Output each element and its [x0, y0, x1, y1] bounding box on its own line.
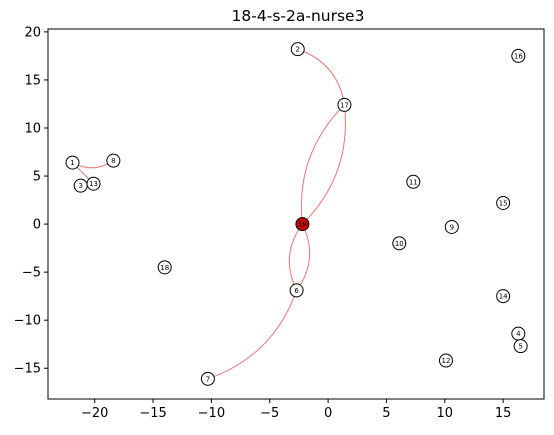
- x-tick-label: 10: [437, 406, 454, 421]
- edge-6-7: [207, 290, 298, 380]
- node-circle: [496, 289, 511, 304]
- node-2: 2: [290, 42, 305, 57]
- y-tick-label: 15: [24, 73, 41, 88]
- y-tick-label: 10: [24, 121, 41, 136]
- node-circle: [496, 195, 511, 210]
- plot-frame: [47, 28, 545, 400]
- node-label: 5: [518, 343, 522, 351]
- node-16: 16: [511, 48, 526, 63]
- node-1: 1: [65, 155, 80, 170]
- y-tick-label: −15: [14, 362, 41, 377]
- y-tick-label: 0: [33, 218, 41, 233]
- edge-layer: [72, 48, 346, 380]
- node-label: 8: [111, 157, 115, 165]
- node-label: 19: [298, 221, 307, 229]
- x-tick-label: 15: [495, 406, 512, 421]
- node-label: 17: [340, 101, 349, 109]
- edge-17-19: [302, 104, 346, 225]
- node-circle: [337, 97, 352, 112]
- node-11: 11: [406, 174, 421, 189]
- y-tick-label: 5: [33, 170, 41, 185]
- node-label: 16: [514, 52, 523, 60]
- edge-2-17: [297, 48, 345, 106]
- node-5: 5: [513, 339, 528, 354]
- node-4: 4: [511, 326, 526, 341]
- node-circle: [289, 283, 304, 298]
- node-circle: [86, 176, 101, 191]
- node-label: 4: [516, 330, 521, 338]
- node-label: 2: [296, 46, 300, 54]
- node-circle: [290, 42, 305, 57]
- x-tick-label: −15: [139, 406, 166, 421]
- node-13: 13: [86, 176, 101, 191]
- x-axis: −20 −15 −10 −5 0 5 10 15: [81, 399, 511, 421]
- node-circle: [438, 353, 453, 368]
- node-label: 3: [78, 182, 82, 190]
- node-label: 9: [450, 223, 454, 231]
- node-circle: [406, 174, 421, 189]
- node-circle: [392, 236, 407, 251]
- x-tick-label: −5: [260, 406, 279, 421]
- node-label: 13: [89, 180, 98, 188]
- node-6: 6: [289, 283, 304, 298]
- node-circle: [444, 219, 459, 234]
- x-tick-label: 5: [382, 406, 390, 421]
- node-label: 12: [442, 357, 451, 365]
- y-axis: −15 −10 −5 0 5 10 15 20: [14, 25, 48, 377]
- node-label: 10: [395, 240, 404, 248]
- node-label: 15: [499, 199, 508, 207]
- node-label: 14: [499, 293, 508, 301]
- edge-17-19: [300, 104, 345, 225]
- node-circle: [511, 48, 526, 63]
- node-18: 18: [157, 260, 172, 275]
- node-14: 14: [496, 289, 511, 304]
- node-19: 19: [295, 217, 310, 232]
- y-tick-label: −5: [22, 266, 41, 281]
- node-circle: [200, 371, 215, 386]
- node-circle: [106, 153, 121, 168]
- y-tick-label: 20: [24, 25, 41, 40]
- chart-title: 18-4-s-2a-nurse3: [232, 7, 365, 25]
- edge-19-6: [288, 223, 303, 291]
- node-label: 1: [70, 159, 74, 167]
- node-label: 6: [294, 287, 299, 295]
- node-10: 10: [392, 236, 407, 251]
- x-tick-label: −10: [198, 406, 225, 421]
- x-tick-label: 0: [324, 406, 332, 421]
- node-circle: [295, 217, 310, 232]
- node-circle: [65, 155, 80, 170]
- x-tick-label: −20: [81, 406, 108, 421]
- node-3: 3: [73, 178, 88, 193]
- node-17: 17: [337, 97, 352, 112]
- node-15: 15: [496, 195, 511, 210]
- edge-19-6: [296, 223, 311, 291]
- node-label: 11: [409, 178, 418, 186]
- node-7: 7: [200, 371, 215, 386]
- node-8: 8: [106, 153, 121, 168]
- node-label: 7: [206, 375, 210, 383]
- node-9: 9: [444, 219, 459, 234]
- node-circle: [513, 339, 528, 354]
- node-circle: [157, 260, 172, 275]
- node-12: 12: [438, 353, 453, 368]
- y-tick-label: −10: [14, 314, 41, 329]
- node-label: 18: [160, 264, 169, 272]
